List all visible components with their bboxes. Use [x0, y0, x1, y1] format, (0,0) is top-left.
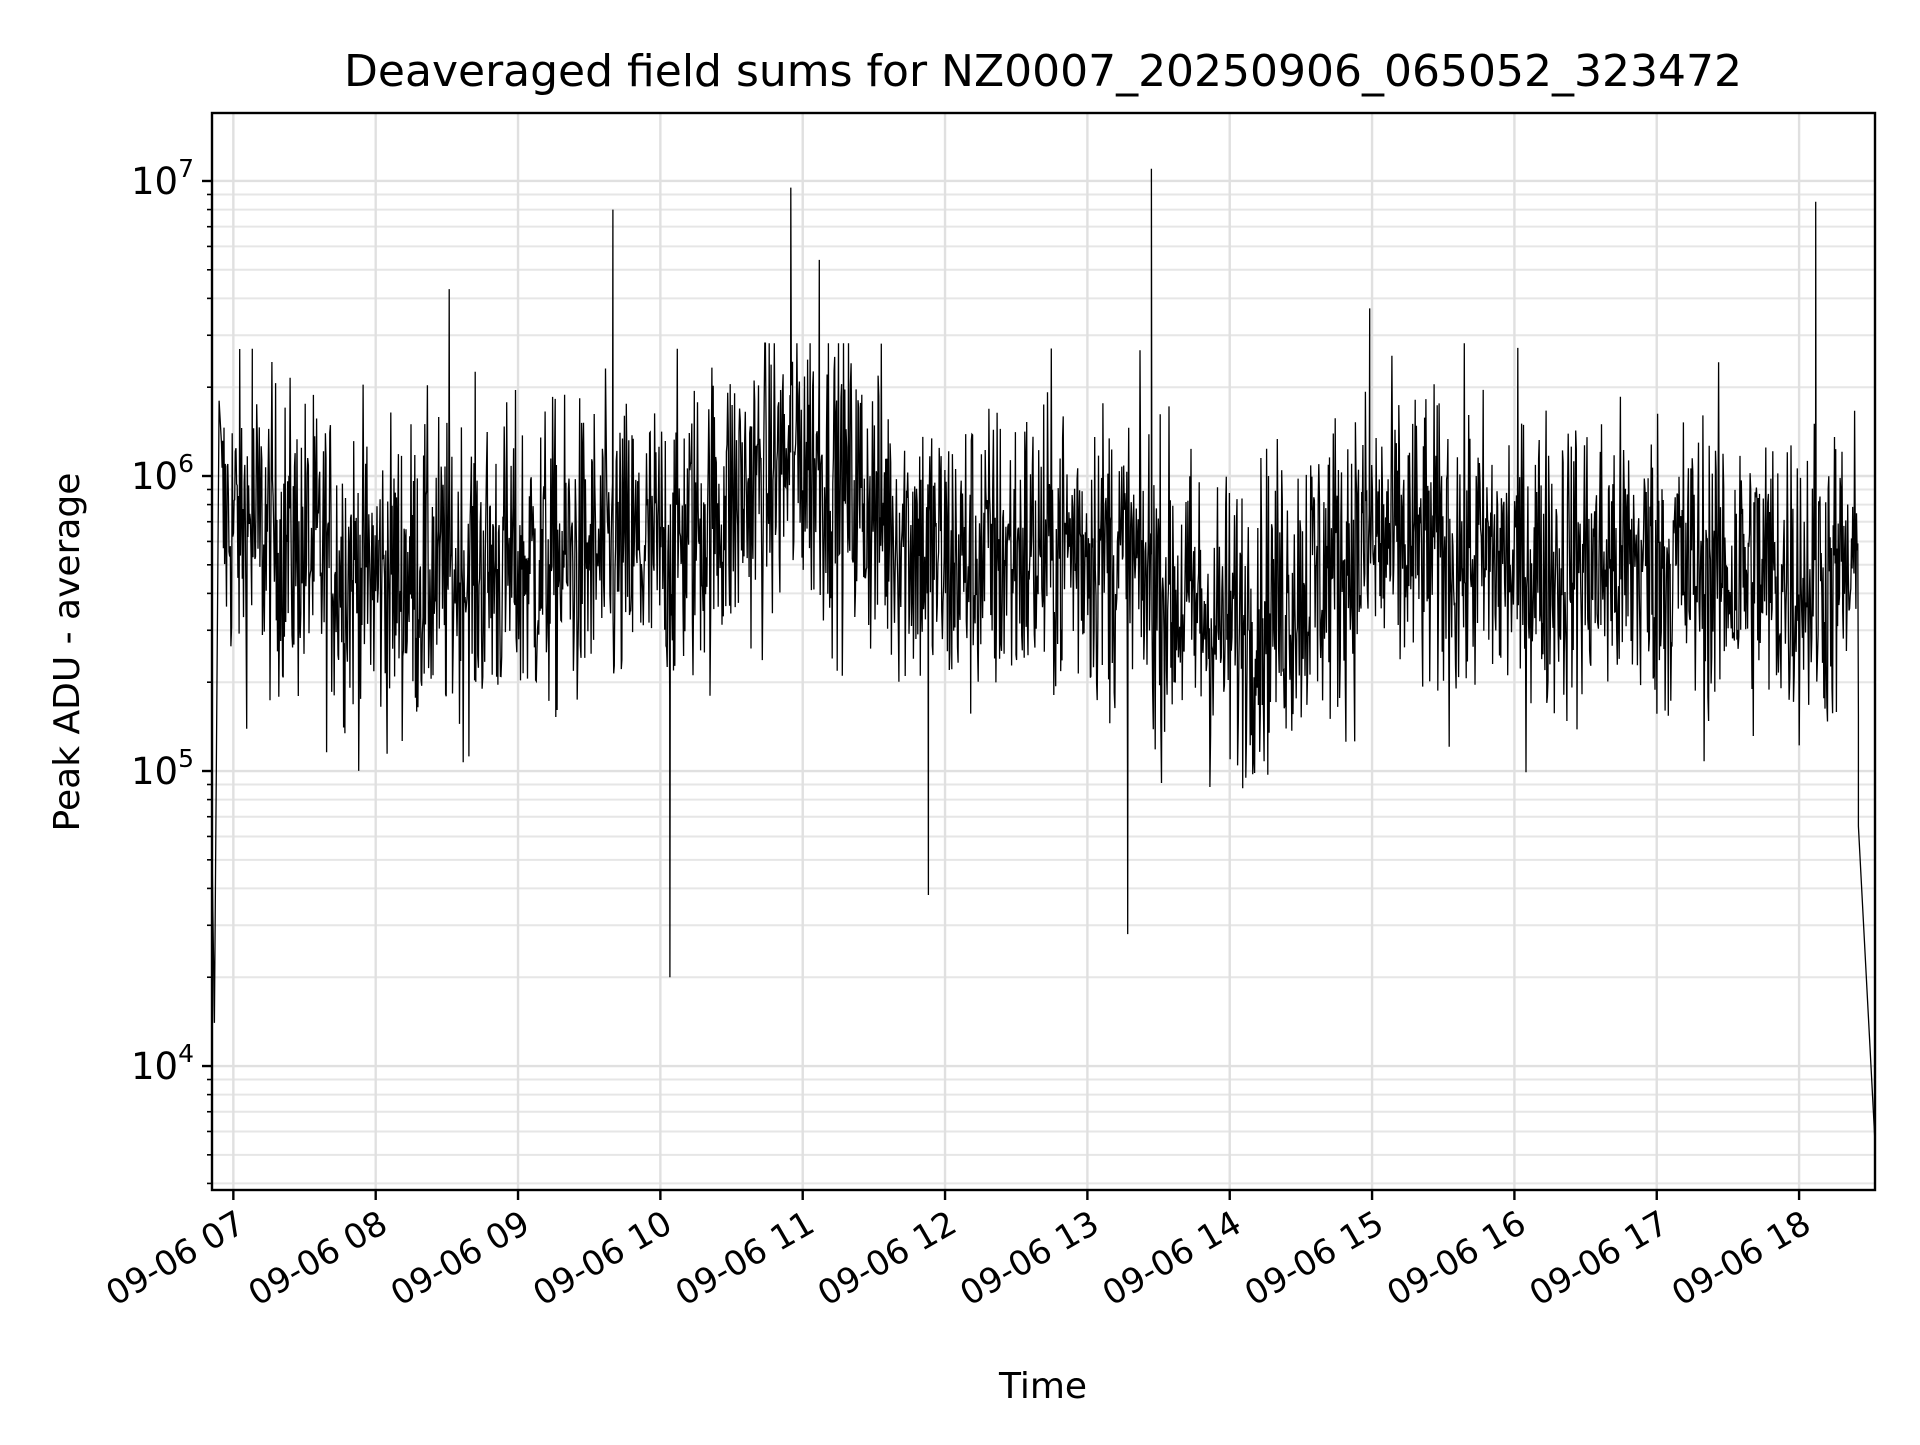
- plot-frame: [210, 111, 1877, 1192]
- series-line: [211, 168, 1876, 1143]
- y-axis-label: Peak ADU - average: [47, 473, 88, 832]
- chart-title: Deaveraged field sums for NZ0007_2025090…: [344, 46, 1742, 97]
- y-tick-exponent: 6: [178, 449, 194, 478]
- x-axis-label: Time: [998, 1366, 1087, 1407]
- y-tick-exponent: 5: [178, 744, 194, 773]
- y-tick-exponent: 4: [178, 1039, 194, 1068]
- series-layer: [211, 168, 1876, 1143]
- y-tick-exponent: 7: [178, 154, 194, 183]
